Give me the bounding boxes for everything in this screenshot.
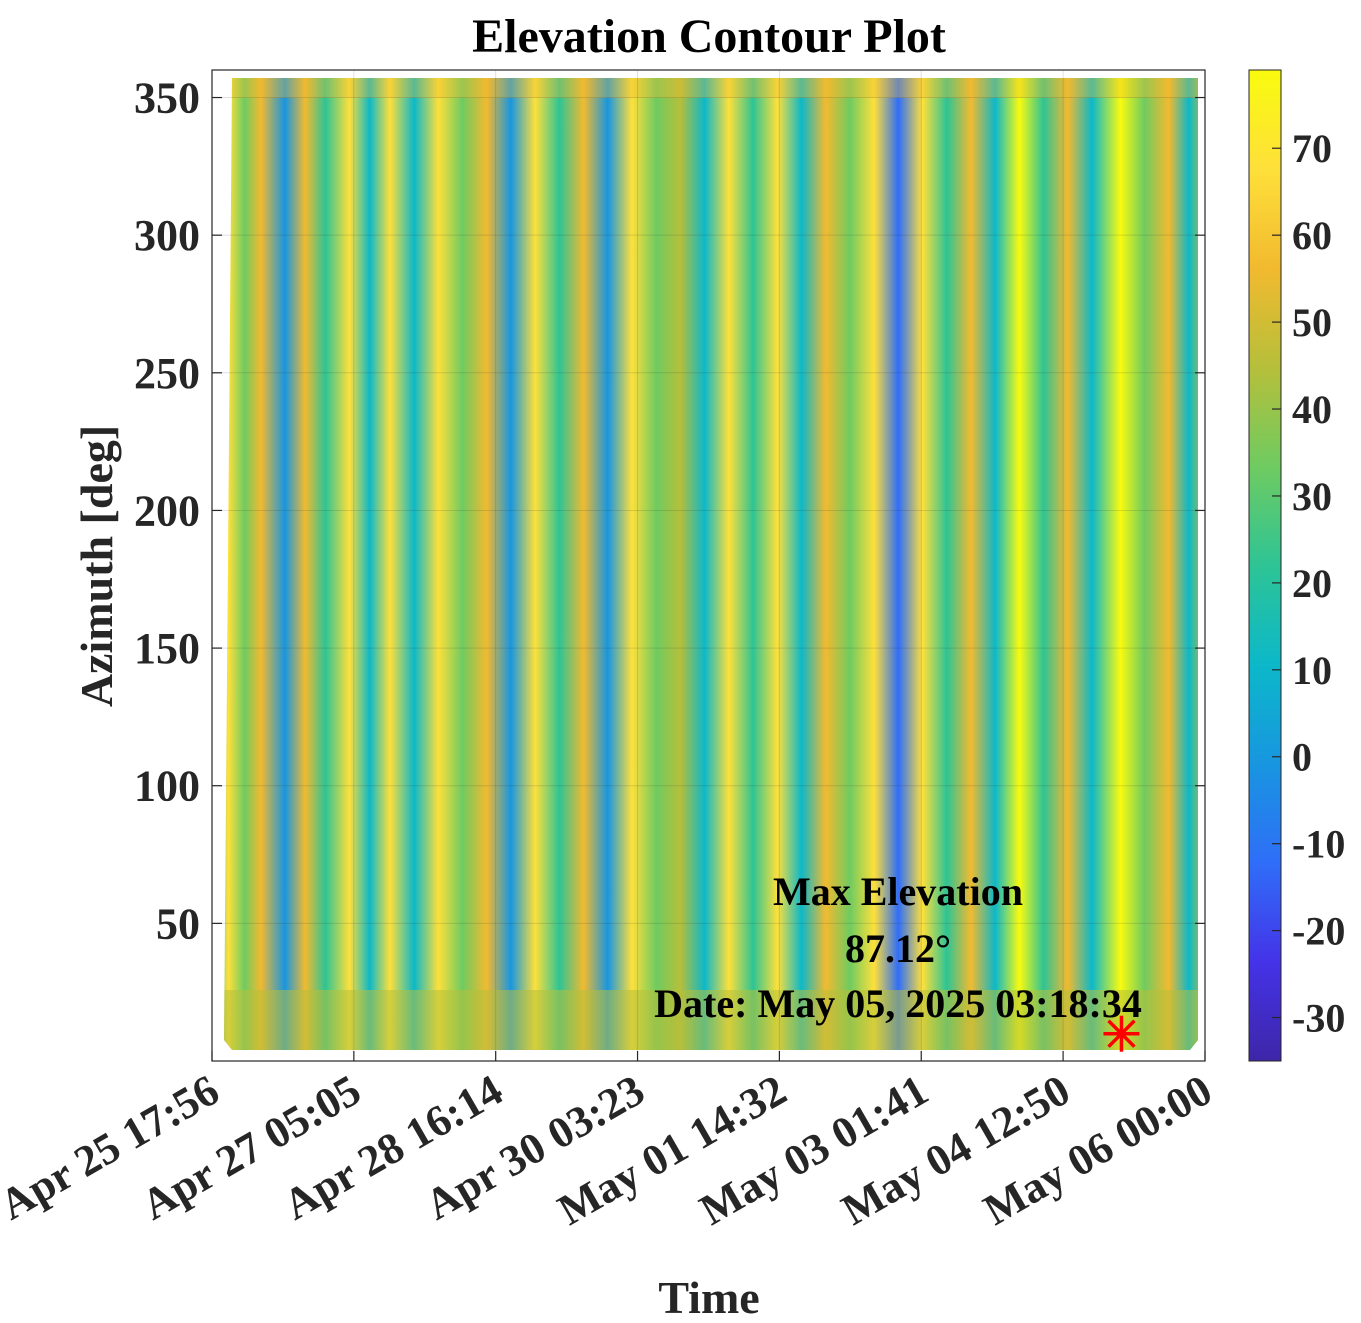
low-azimuth-band — [224, 990, 1198, 1050]
colorbar-tick-label: -10 — [1292, 822, 1345, 867]
y-tick-label: 50 — [156, 899, 200, 948]
colorbar-tick-label: 0 — [1292, 735, 1312, 780]
elevation-field — [224, 78, 1198, 1050]
high-azimuth-band — [224, 78, 1198, 98]
annotation-line-2: 87.12° — [845, 926, 951, 971]
plot-frame — [211, 69, 1206, 1062]
contour-surface — [224, 78, 1198, 1050]
colorbar-tick-label: 70 — [1292, 126, 1332, 171]
max-elevation-annotation: Max Elevation 87.12° Date: May 05, 2025 … — [654, 869, 1142, 1026]
colorbar — [1248, 69, 1282, 1062]
y-tick-label: 100 — [134, 762, 200, 811]
colorbar-tick-label: 30 — [1292, 474, 1332, 519]
colorbar-tick-label: -30 — [1292, 996, 1345, 1041]
marker-stroke — [1107, 1019, 1136, 1048]
colorbar-tick-label: 20 — [1292, 561, 1332, 606]
y-tick-label: 200 — [134, 486, 200, 535]
max-elevation-marker — [1103, 1015, 1140, 1052]
colorbar-tick-label: 60 — [1292, 213, 1332, 258]
y-tick-label: 250 — [134, 349, 200, 398]
chart-title: Elevation Contour Plot — [472, 10, 946, 63]
annotation-line-1: Max Elevation — [773, 869, 1023, 914]
y-axis-label: Azimuth [deg] — [71, 425, 122, 707]
colorbar-tick-label: 50 — [1292, 300, 1332, 345]
colorbar-ticks: -30 -20 -10 0 10 20 30 40 50 60 70 — [1272, 126, 1345, 1041]
y-tick-label: 150 — [134, 624, 200, 673]
annotation-line-3: Date: May 05, 2025 03:18:34 — [654, 981, 1142, 1026]
x-axis-label: Time — [658, 1272, 759, 1323]
colorbar-tick-label: -20 — [1292, 909, 1345, 954]
colorbar-tick-label: 40 — [1292, 387, 1332, 432]
y-tick-label: 350 — [134, 74, 200, 123]
y-axis-ticks: 50 100 150 200 250 300 350 — [134, 74, 1205, 948]
colorbar-tick-label: 10 — [1292, 648, 1332, 693]
y-tick-label: 300 — [134, 211, 200, 260]
